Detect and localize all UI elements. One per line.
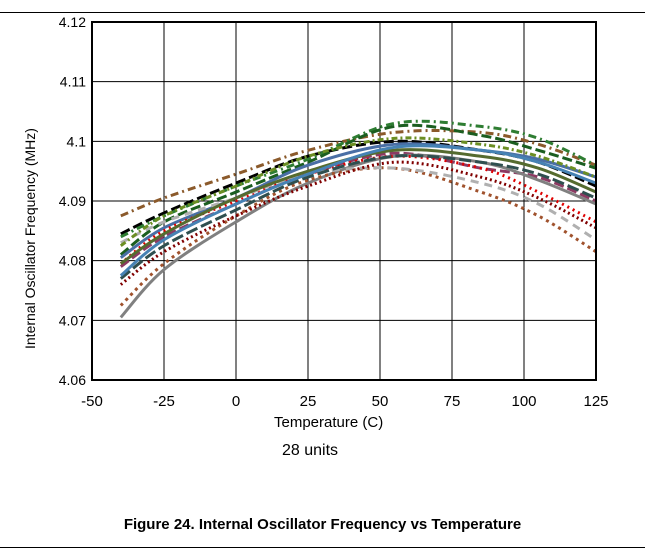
series-line-12: [119, 154, 597, 280]
grid: [91, 21, 597, 381]
y-tick-label: 4.12: [59, 14, 86, 30]
series-line-11: [119, 148, 597, 265]
series-line-5: [119, 142, 597, 259]
x-axis-label: Temperature (C): [274, 414, 384, 431]
bottom-rule: [0, 547, 645, 548]
x-tick-label: 0: [232, 393, 240, 410]
x-tick-label: 100: [511, 393, 536, 410]
series-line-1: [120, 129, 597, 218]
x-tick-label: -25: [153, 393, 175, 410]
series-line-9: [119, 166, 597, 307]
y-tick-label: 4.06: [59, 372, 86, 388]
x-tick-label: 125: [583, 393, 608, 410]
series-line-14: [119, 144, 597, 277]
x-tick-label: -50: [81, 393, 103, 410]
plot-border: [91, 21, 597, 381]
x-tick-label: 50: [372, 393, 389, 410]
series-line-13: [119, 136, 597, 247]
series-line-15: [119, 160, 597, 286]
y-axis-label: Internal Oscillator Frequency (MHz): [22, 128, 38, 349]
top-rule: [0, 12, 645, 13]
figure-caption: Figure 24. Internal Oscillator Frequency…: [123, 516, 522, 533]
y-tick-label: 4.07: [59, 312, 86, 328]
units-note: 28 units: [282, 442, 339, 459]
series-line-4: [119, 123, 597, 256]
series-line-7: [119, 153, 597, 319]
y-tick-label: 4.09: [59, 193, 86, 209]
y-tick-label: 4.08: [59, 253, 86, 269]
series-line-10: [120, 166, 597, 245]
series-line-6: [119, 151, 597, 268]
y-tick-label: 4.1: [67, 133, 87, 149]
series-group: [119, 119, 597, 319]
tick-labels: -50 -25 0 25 50 75 100 125 4.06 4.07 4.08 4.09 4.1 4.…: [59, 14, 609, 410]
x-tick-label: 25: [300, 393, 317, 410]
y-tick-label: 4.11: [60, 74, 86, 90]
x-tick-label: 75: [444, 393, 461, 410]
